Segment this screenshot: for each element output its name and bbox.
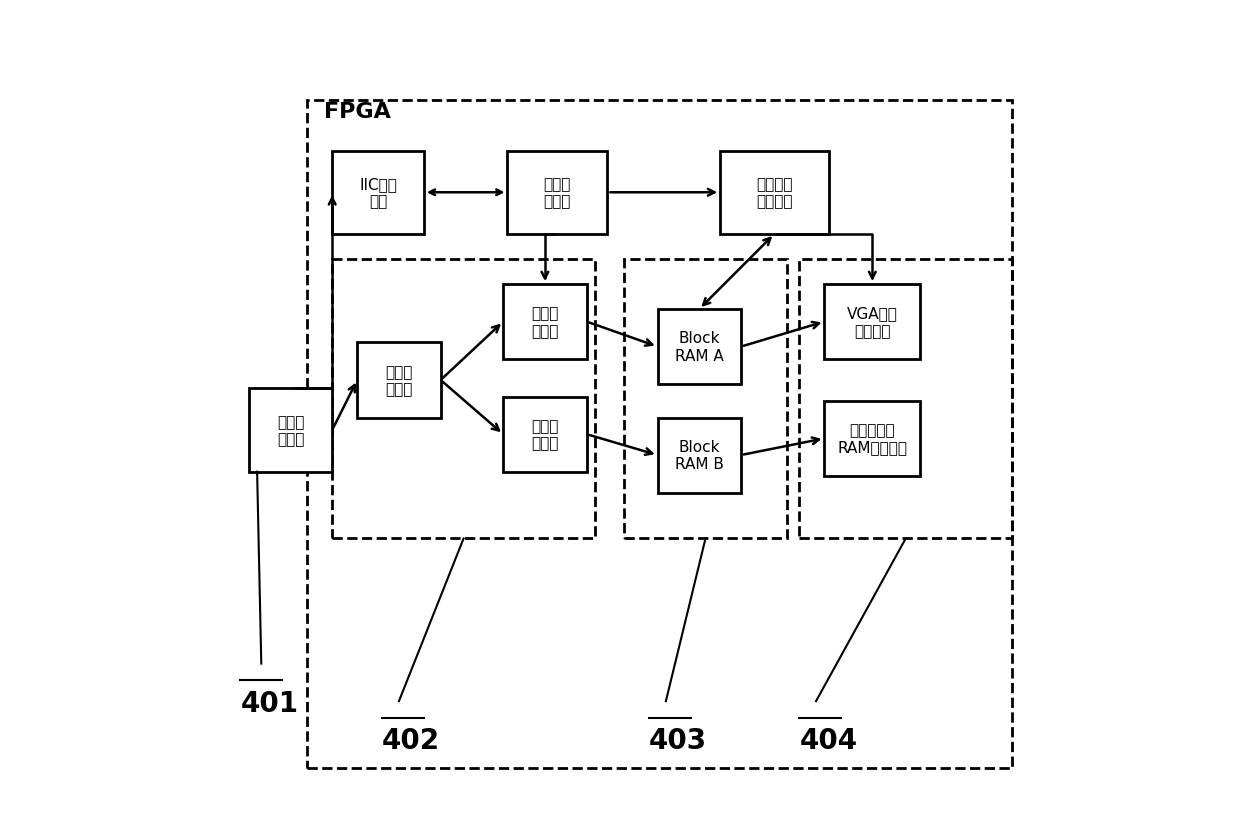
FancyBboxPatch shape — [825, 401, 920, 477]
Text: 404: 404 — [800, 726, 858, 754]
Text: Block
RAM B: Block RAM B — [675, 439, 724, 472]
Text: 数字图像
处理模块: 数字图像 处理模块 — [756, 177, 792, 209]
FancyBboxPatch shape — [332, 151, 424, 235]
Text: 时序检
测模块: 时序检 测模块 — [386, 364, 413, 397]
Text: 401: 401 — [241, 689, 299, 716]
FancyBboxPatch shape — [825, 285, 920, 359]
Text: FPGA: FPGA — [324, 102, 391, 122]
Text: 403: 403 — [650, 726, 707, 754]
FancyBboxPatch shape — [503, 285, 587, 359]
Text: VGA时序
生成模块: VGA时序 生成模块 — [847, 306, 898, 339]
FancyBboxPatch shape — [720, 151, 828, 235]
Text: 采样控
制模块: 采样控 制模块 — [531, 419, 558, 451]
Text: Block
RAM A: Block RAM A — [675, 331, 724, 364]
FancyBboxPatch shape — [657, 309, 742, 385]
FancyBboxPatch shape — [503, 397, 587, 472]
Text: IIC控制
接口: IIC控制 接口 — [360, 177, 397, 209]
Text: 高层控
制电路: 高层控 制电路 — [544, 177, 572, 209]
FancyBboxPatch shape — [357, 343, 440, 418]
Text: 地址生成及
RAM控制模块: 地址生成及 RAM控制模块 — [837, 423, 908, 455]
Text: 地址生
成模块: 地址生 成模块 — [531, 306, 558, 339]
Text: 图像解
码芯片: 图像解 码芯片 — [277, 415, 304, 446]
FancyBboxPatch shape — [657, 418, 742, 493]
Text: 402: 402 — [382, 726, 440, 754]
FancyBboxPatch shape — [507, 151, 608, 235]
FancyBboxPatch shape — [249, 389, 332, 472]
